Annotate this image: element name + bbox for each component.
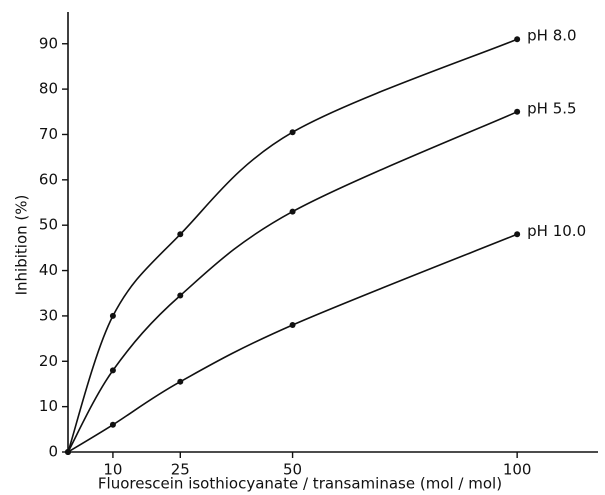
x-tick-label: 50 [283,461,302,479]
y-tick-label: 50 [39,216,58,234]
series-label: pH 5.5 [527,99,576,117]
data-point [177,292,184,299]
series-line [67,38,518,453]
x-axis-label: Fluorescein isothiocyanate / transaminas… [98,475,502,493]
data-point [514,36,521,43]
y-tick-label: 90 [39,34,58,52]
y-tick-label: 70 [39,125,58,143]
data-point [109,312,116,319]
data-point [177,378,184,385]
series-label: pH 10.0 [527,222,586,240]
series-label: pH 8.0 [527,27,576,45]
series-line [67,233,518,453]
x-tick-label: 25 [171,461,190,479]
data-point [514,231,521,238]
x-tick-label: 100 [503,461,532,479]
data-point [289,129,296,136]
data-point [109,421,116,428]
data-point [289,208,296,215]
series-line [67,111,518,453]
y-tick-label: 0 [48,443,58,461]
y-tick-label: 30 [39,306,58,324]
data-point [289,321,296,328]
y-tick-label: 20 [39,352,58,370]
y-tick-label: 10 [39,397,58,415]
y-tick-label: 80 [39,80,58,98]
y-tick-label: 60 [39,170,58,188]
data-point [109,367,116,374]
y-axis-label: Inhibition (%) [13,195,31,296]
data-point [65,449,71,455]
data-point [514,108,521,115]
y-tick-label: 40 [39,261,58,279]
data-point [177,231,184,238]
x-tick-label: 10 [103,461,122,479]
